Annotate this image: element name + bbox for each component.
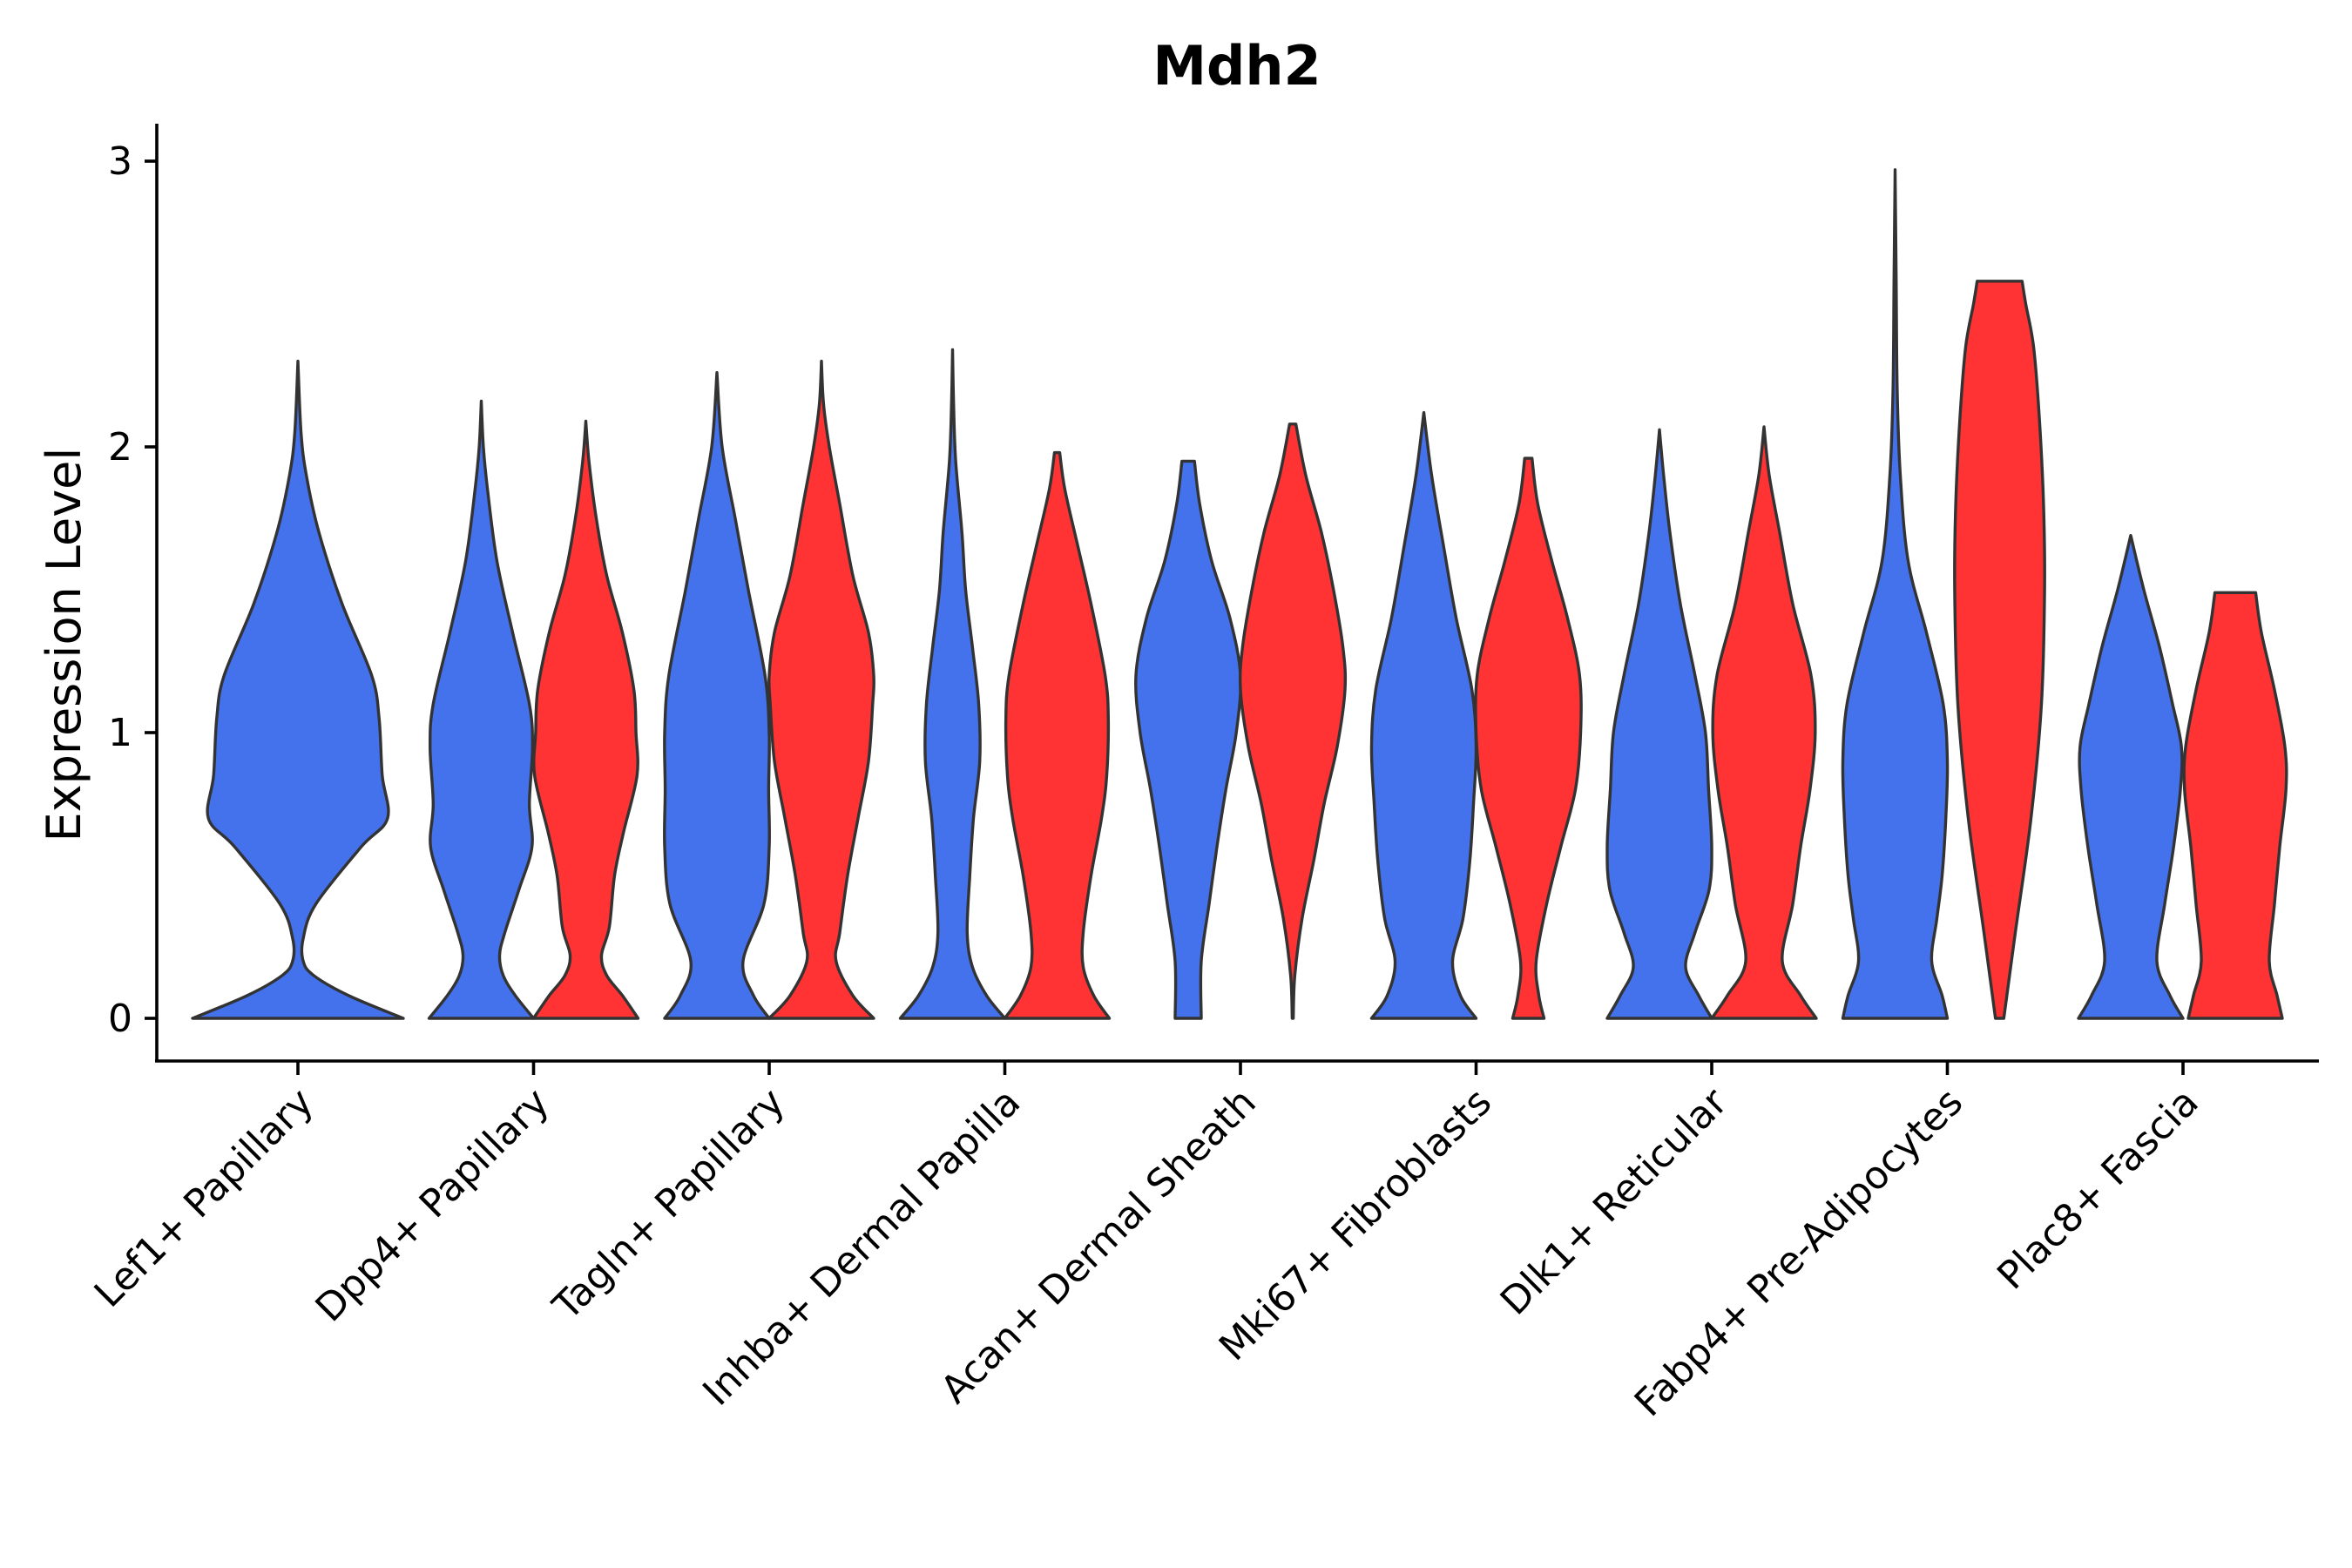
violin-blue-8 [2077,534,2185,1020]
x-tick-label: Plac8+ Fascia [1989,1080,2207,1299]
y-tick-label: 2 [108,425,132,470]
violin-red-1 [531,419,640,1020]
violin-red-8 [2182,591,2288,1020]
x-tick-label: Dlk1+ Reticular [1492,1079,1737,1324]
x-tick-label: Mki67+ Fibroblasts [1211,1080,1500,1369]
violin-red-5 [1474,456,1583,1020]
violin-red-7 [1953,280,2046,1020]
violin-red-2 [767,359,875,1020]
chart-title: Mdh2 [1152,34,1321,98]
violin-blue-0 [191,359,405,1020]
violin-red-4 [1238,422,1348,1020]
violin-red-6 [1710,425,1818,1020]
violin-blue-4 [1134,459,1242,1020]
x-tick-label: Tagln+ Papillary [544,1080,794,1329]
violin-blue-6 [1605,428,1713,1020]
y-axis-label: Expression Level [37,448,91,842]
y-tick-label: 1 [108,711,132,755]
y-tick-label: 0 [108,997,132,1041]
violin-blue-2 [663,371,771,1020]
x-tick-label: Dpp4+ Papillary [308,1080,558,1331]
axes-group [155,124,2319,1063]
violin-blue-5 [1369,410,1478,1020]
y-tick-label: 3 [108,139,132,184]
violin-blue-3 [898,348,1007,1020]
violin-blue-1 [427,399,536,1020]
y-ticks-group: 0 1 2 3 [108,139,157,1041]
violin-blue-7 [1841,168,1950,1020]
violin-red-3 [1003,450,1112,1020]
x-tick-label: Lef1+ Papillary [86,1080,322,1316]
violins-group [191,168,2288,1020]
